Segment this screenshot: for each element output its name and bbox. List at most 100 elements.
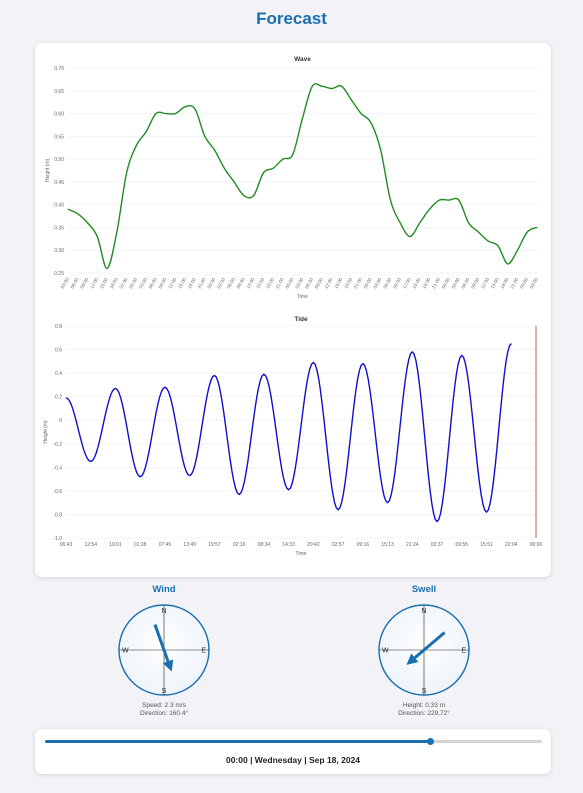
wave-data-point [302,117,303,119]
tide-extremum-point [411,351,413,353]
wave-data-point [135,145,137,146]
x-tick-label: 21:00 [353,277,363,290]
swell-direction-arrow [406,631,446,665]
y-tick-label: 0.2 [55,395,62,401]
wave-data-point [282,158,284,160]
wave-data-point [253,195,255,196]
y-tick-label: 0.30 [54,248,64,254]
wind-direction-arrow [153,624,174,672]
west-label: W [382,648,389,655]
east-label: E [461,648,466,655]
x-tick-label: 15:00 [255,277,265,290]
x-tick-label: 03:00 [216,277,226,290]
x-tick-label: 06:43 [60,542,73,548]
x-tick-label: 09:55 [456,542,469,548]
wave-data-point [165,113,167,114]
x-tick-label: 00:00 [363,277,373,290]
x-tick-label: 09:00 [470,277,480,290]
x-tick-label: 01:28 [134,542,147,548]
y-tick-label: 0.60 [54,112,64,118]
swell-panel: Swell N E S W Height: 0.33 m Direction: … [359,584,489,717]
x-tick-label: 18:00 [343,277,353,290]
wave-data-point [77,213,79,215]
y-axis-label: Height (m) [45,158,51,182]
x-tick-label: 12:00 [402,277,412,290]
wave-data-point [438,199,440,201]
wave-data-point [399,222,401,224]
x-tick-label: 09:00 [392,277,402,290]
x-tick-label: 21:00 [275,277,285,290]
wave-data-point [507,263,509,265]
wave-data-point [292,154,294,155]
wave-data-point [390,199,391,201]
x-tick-label: 12:00 [89,277,99,290]
x-tick-label: 09:16 [357,542,370,548]
x-tick-label: 12:54 [84,542,97,548]
wave-data-point [272,167,274,169]
wind-title: Wind [152,584,176,595]
tide-extremum-point [312,362,314,363]
wave-data-point [341,85,342,87]
x-tick-label: 15:13 [381,542,394,548]
wave-data-point [184,106,186,108]
tide-chart-title: Tide [294,316,308,323]
wave-chart-title: Wave [294,56,311,63]
wave-data-point [223,167,225,169]
x-tick-label: 13:49 [183,542,196,548]
x-tick-label: 08:34 [258,542,271,548]
y-axis-label: Height (m) [43,420,49,444]
x-tick-label: 06:00 [304,277,314,290]
wave-data-point [194,108,196,110]
wave-data-point [214,149,215,151]
x-tick-label: 09:00 [314,277,324,290]
x-tick-label: 00:00 [128,277,138,290]
y-tick-label: 0.4 [55,371,62,377]
x-tick-label: 03:00 [294,277,304,290]
x-tick-label: 21:24 [406,542,419,548]
y-tick-label: -0.6 [53,489,62,495]
north-label: N [421,608,426,615]
y-tick-label: -0.4 [53,465,62,471]
timeline-card: 00:00 | Wednesday | Sep 18, 2024 [35,729,551,774]
x-tick-label: 03:00 [60,277,70,290]
tide-extremum-point [387,502,388,504]
tide-extremum-point [238,494,240,495]
wind-speed: Speed: 2.3 m/s [142,702,186,709]
time-slider[interactable] [45,738,542,745]
slider-thumb[interactable] [427,738,435,745]
x-tick-label: 15:00 [333,277,343,290]
x-tick-label: 21:00 [118,277,128,290]
x-tick-label: 00:00 [441,277,451,290]
x-tick-label: 00:00 [530,542,543,548]
wave-data-point [448,199,450,201]
y-tick-label: 0.45 [54,180,64,186]
south-label: S [162,688,167,695]
x-tick-label: 15:00 [99,277,109,290]
x-tick-label: 00:00 [206,277,216,290]
tide-extremum-point [189,475,191,476]
x-tick-label: 18:00 [187,277,197,290]
y-tick-label: 0.35 [54,225,64,231]
y-tick-label: 0.55 [54,134,64,140]
x-tick-label: 09:00 [236,277,246,290]
wave-data-point [87,222,88,224]
wave-data-point [350,99,352,101]
x-tick-label: 09:00 [157,277,167,290]
west-label: W [122,648,129,655]
tide-extremum-point [510,343,512,345]
current-datetime: 00:00 | Wednesday | Sep 18, 2024 [225,755,361,765]
x-tick-label: 12:00 [480,277,490,290]
y-tick-label: 0.25 [54,271,64,277]
wave-data-point [175,113,176,114]
tide-extremum-point [90,461,92,462]
x-tick-label: 06:00 [148,277,158,290]
x-tick-label: 06:00 [382,277,392,290]
tide-extremum-point [263,373,265,375]
wave-data-point [380,149,382,151]
wind-compass: N E S W [118,604,210,696]
tide-series-line [65,343,512,523]
wave-data-point [458,199,460,201]
x-tick-label: 19:57 [208,542,221,548]
x-tick-label: 00:00 [285,277,295,290]
x-tick-label: 15:00 [412,277,422,290]
